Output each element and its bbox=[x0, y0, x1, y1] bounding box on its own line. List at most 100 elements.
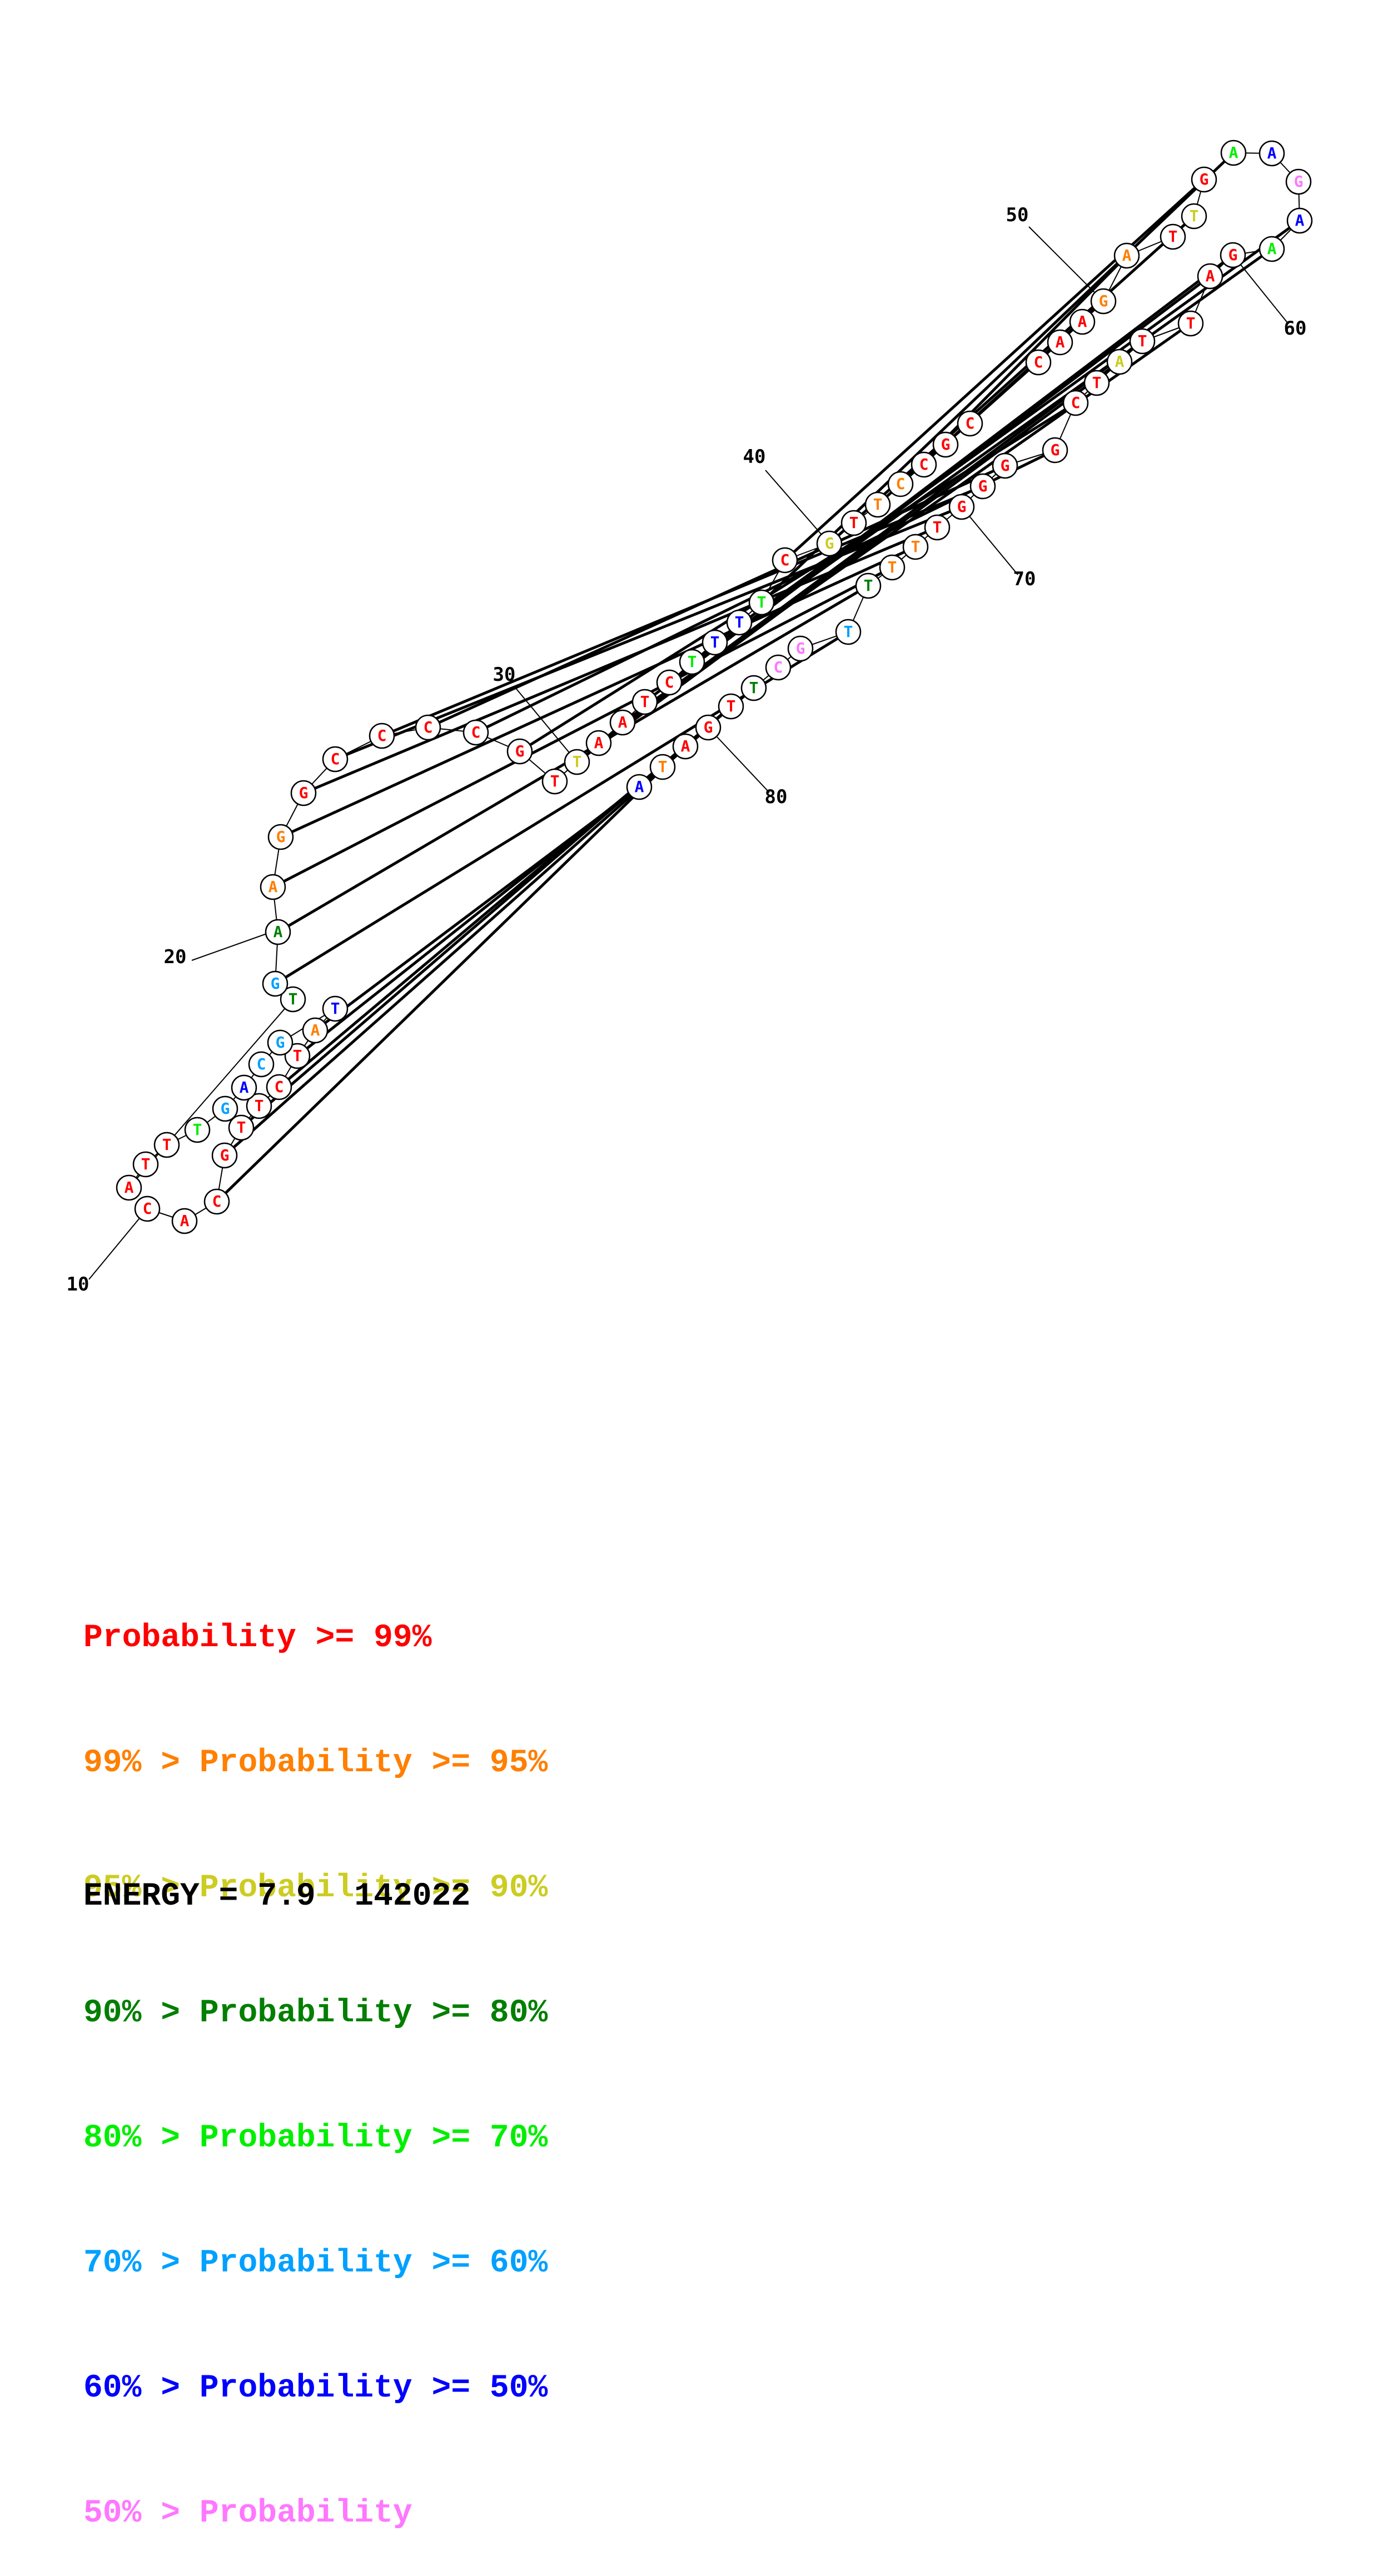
nucleotide-letter: T bbox=[658, 758, 668, 776]
nucleotide: A bbox=[1069, 308, 1096, 335]
legend-row: 99% > Probability >= 95% bbox=[83, 1742, 548, 1784]
nucleotide-circle bbox=[626, 774, 653, 800]
base-pair-bond bbox=[216, 745, 686, 1203]
nucleotide: G bbox=[506, 738, 533, 765]
nucleotide-letter: G bbox=[220, 1146, 230, 1164]
nucleotide: A bbox=[1106, 348, 1133, 375]
nucleotide: T bbox=[132, 1151, 159, 1178]
nucleotide-circle bbox=[1258, 140, 1285, 167]
nucleotide-letter: C bbox=[665, 673, 674, 691]
position-label: 70 bbox=[1013, 568, 1036, 590]
nucleotide-letter: T bbox=[710, 633, 720, 651]
nucleotide: A bbox=[1220, 139, 1247, 166]
nucleotide-letter: C bbox=[896, 475, 906, 493]
nucleotide: T bbox=[840, 510, 867, 536]
nucleotide-letter: C bbox=[919, 455, 929, 474]
nucleotide-circle bbox=[1069, 308, 1096, 335]
nucleotide-circle bbox=[212, 1095, 238, 1122]
nucleotide-circle bbox=[1047, 329, 1073, 356]
nucleotide: G bbox=[262, 970, 288, 997]
position-tick bbox=[765, 470, 830, 544]
nucleotide: T bbox=[748, 589, 775, 616]
nucleotide-letter: G bbox=[978, 477, 988, 495]
nucleotide: G bbox=[1090, 288, 1117, 315]
nucleotide: C bbox=[887, 471, 914, 497]
nucleotide: A bbox=[1197, 263, 1223, 290]
nucleotide-circle bbox=[1220, 139, 1247, 166]
nucleotide-letter: G bbox=[1200, 170, 1209, 188]
nucleotide: C bbox=[248, 1051, 275, 1078]
nucleotide: T bbox=[322, 995, 349, 1022]
nucleotide-circle bbox=[835, 619, 862, 645]
position-label: 80 bbox=[765, 786, 788, 808]
nucleotide-circle bbox=[369, 723, 395, 749]
nucleotide-letter: T bbox=[255, 1097, 264, 1115]
nucleotide-circle bbox=[1113, 242, 1140, 269]
nucleotide-letter: G bbox=[1228, 246, 1238, 264]
nucleotide-circle bbox=[957, 410, 983, 437]
nucleotide-circle bbox=[656, 669, 683, 696]
nucleotide-letter: A bbox=[1122, 246, 1132, 265]
nucleotide: C bbox=[462, 719, 489, 746]
nucleotide-circle bbox=[132, 1151, 159, 1178]
nucleotide: C bbox=[369, 723, 395, 749]
nucleotide: G bbox=[1285, 168, 1312, 195]
nucleotide: T bbox=[924, 514, 951, 541]
nucleotide: T bbox=[153, 1132, 180, 1158]
nucleotide: G bbox=[992, 452, 1018, 479]
legend-prefix: 50% > bbox=[83, 2495, 200, 2532]
nucleotide-letter: A bbox=[268, 878, 278, 896]
nucleotide-circle bbox=[911, 451, 937, 478]
base-pair-bond bbox=[280, 545, 917, 839]
nucleotide-letter: C bbox=[212, 1192, 222, 1210]
nucleotide-circle bbox=[1160, 223, 1186, 250]
nucleotide-letter: A bbox=[618, 713, 628, 731]
nucleotide-circle bbox=[1220, 242, 1246, 268]
nucleotide: T bbox=[702, 629, 728, 656]
nucleotide-circle bbox=[948, 494, 975, 520]
nucleotide-circle bbox=[462, 719, 489, 746]
legend-prefix: 90% > bbox=[83, 1995, 200, 2031]
nucleotide-letter: T bbox=[873, 495, 883, 514]
structure-id: 142022 bbox=[354, 1879, 471, 1915]
nucleotide: A bbox=[585, 730, 612, 756]
legend-row: 50% > Probability bbox=[83, 2493, 548, 2534]
legend-prefix: 80% > bbox=[83, 2120, 200, 2156]
nucleotide: A bbox=[116, 1174, 142, 1201]
nucleotide-circle bbox=[992, 452, 1018, 479]
nucleotide: T bbox=[902, 534, 929, 560]
nucleotide-letter: G bbox=[271, 974, 280, 993]
nucleotide-letter: T bbox=[550, 772, 560, 790]
nucleotide-circle bbox=[1129, 328, 1156, 355]
nucleotide-circle bbox=[1177, 310, 1204, 337]
nucleotide-letter: T bbox=[640, 692, 650, 711]
nucleotide: T bbox=[280, 986, 306, 1013]
nucleotide-letter: C bbox=[377, 726, 387, 745]
nucleotide-circle bbox=[765, 654, 792, 681]
nucleotide: T bbox=[679, 649, 705, 675]
nucleotide-circle bbox=[203, 1188, 230, 1215]
nucleotide-letter: T bbox=[933, 518, 942, 536]
nucleotide-circle bbox=[864, 491, 891, 518]
legend-text: Probability >= 70% bbox=[199, 2120, 548, 2156]
nucleotide-letter: G bbox=[1001, 456, 1010, 475]
nucleotide-circle bbox=[855, 572, 882, 599]
nucleotide-circle bbox=[740, 675, 767, 701]
nucleotide-circle bbox=[267, 824, 294, 850]
nucleotide-circle bbox=[506, 738, 533, 765]
legend-text: Probability >= 50% bbox=[199, 2370, 548, 2406]
nucleotide: T bbox=[1129, 328, 1156, 355]
nucleotide-letter: G bbox=[1099, 292, 1108, 310]
nucleotide-circle bbox=[585, 730, 612, 756]
nucleotide-circle bbox=[816, 530, 843, 557]
nucleotide-circle bbox=[266, 1074, 292, 1100]
nucleotide-circle bbox=[679, 649, 705, 675]
position-tick bbox=[708, 727, 770, 793]
legend-row: 95% > Probability >= 90% bbox=[83, 1867, 548, 1909]
nucleotide-circle bbox=[1106, 348, 1133, 375]
base-pair-bond bbox=[691, 247, 1273, 664]
nucleotide-letter: T bbox=[1092, 373, 1102, 392]
legend-text: Probability >= 95% bbox=[199, 1745, 548, 1781]
nucleotide-letter: G bbox=[221, 1099, 230, 1118]
